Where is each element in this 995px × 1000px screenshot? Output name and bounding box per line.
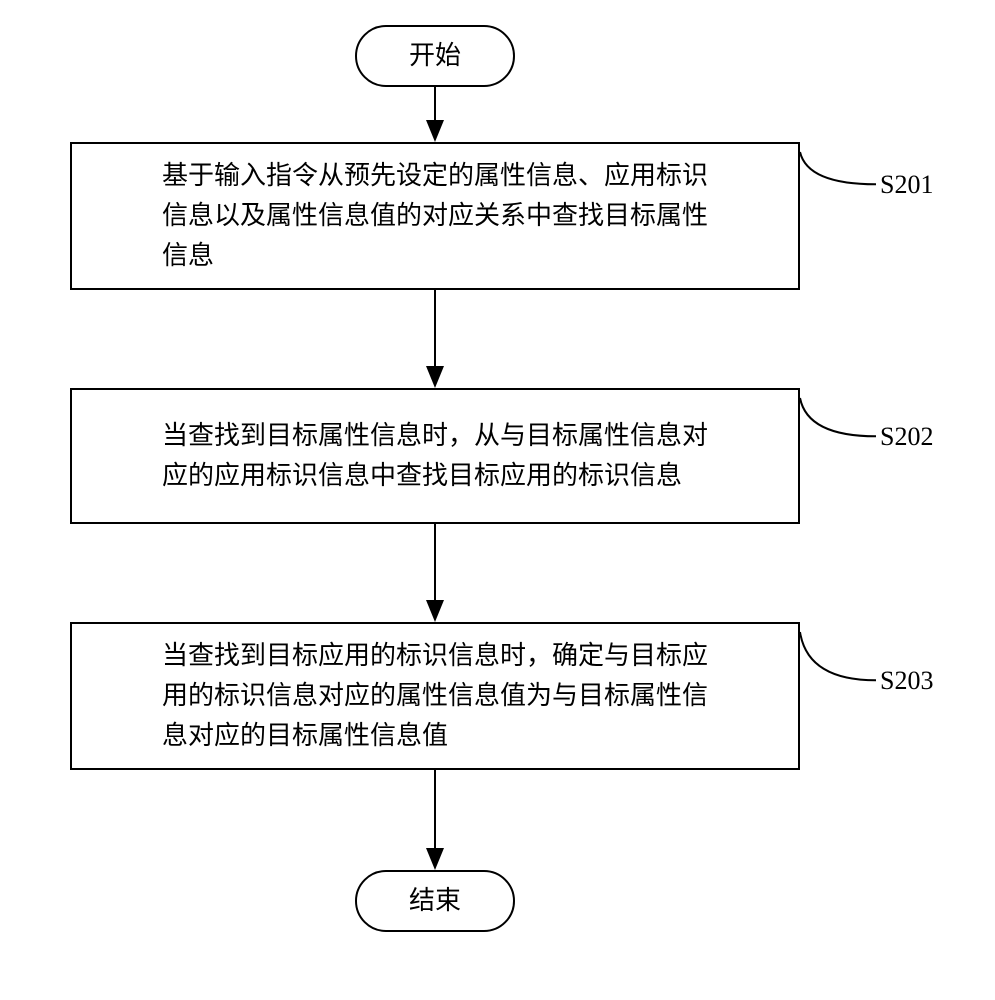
node-end: 结束 (355, 870, 515, 932)
step-label-l203: S203 (880, 666, 933, 696)
label-connector-l203 (800, 627, 876, 685)
node-s201-text: 基于输入指令从预先设定的属性信息、应用标识 信息以及属性信息值的对应关系中查找目… (162, 156, 708, 277)
arrow-s201-s202 (417, 290, 453, 388)
node-s201: 基于输入指令从预先设定的属性信息、应用标识 信息以及属性信息值的对应关系中查找目… (70, 142, 800, 290)
step-label-l201: S201 (880, 170, 933, 200)
label-connector-l202 (800, 393, 876, 441)
node-s203: 当查找到目标应用的标识信息时，确定与目标应 用的标识信息对应的属性信息值为与目标… (70, 622, 800, 770)
arrow-start-s201 (417, 87, 453, 142)
node-s203-text: 当查找到目标应用的标识信息时，确定与目标应 用的标识信息对应的属性信息值为与目标… (162, 636, 708, 757)
label-connector-l201 (800, 147, 876, 189)
node-start-text: 开始 (409, 36, 461, 76)
arrow-s203-end (417, 770, 453, 870)
node-end-text: 结束 (409, 881, 461, 921)
node-s202: 当查找到目标属性信息时，从与目标属性信息对 应的应用标识信息中查找目标应用的标识… (70, 388, 800, 524)
step-label-l202: S202 (880, 422, 933, 452)
flowchart-canvas: 开始基于输入指令从预先设定的属性信息、应用标识 信息以及属性信息值的对应关系中查… (0, 0, 995, 1000)
arrow-s202-s203 (417, 524, 453, 622)
node-s202-text: 当查找到目标属性信息时，从与目标属性信息对 应的应用标识信息中查找目标应用的标识… (162, 416, 708, 497)
node-start: 开始 (355, 25, 515, 87)
